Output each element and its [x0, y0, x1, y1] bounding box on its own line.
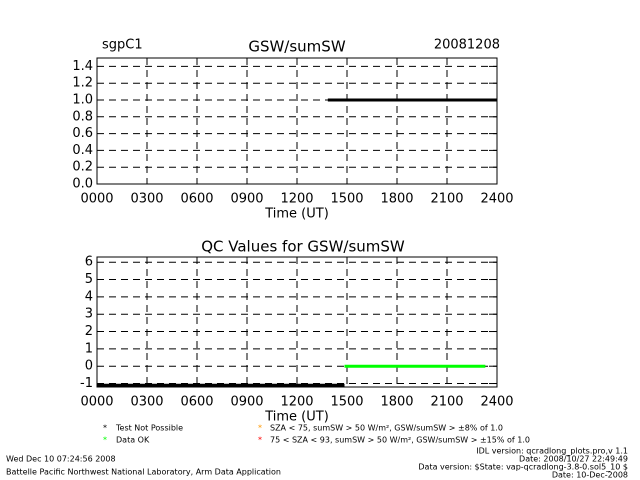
y-tick-label: 1.2	[72, 76, 93, 91]
legend-entry: 75 < SZA < 93, sumSW > 50 W/m², GSW/sumS…	[270, 436, 530, 445]
x-tick-label: 0900	[230, 192, 263, 207]
data-date: Date: 10-Dec-2008	[552, 471, 628, 480]
legend-entry: Data OK	[116, 436, 150, 445]
y-tick-label: 0	[85, 359, 93, 374]
legend-marker: *	[258, 424, 262, 433]
station-label: sgpC1	[102, 38, 143, 53]
y-tick-label: 0.2	[72, 160, 93, 175]
x-tick-label: 0000	[80, 395, 113, 410]
x-tick-label: 0600	[180, 192, 213, 207]
x-tick-label: 0300	[130, 395, 163, 410]
date-label: 20081208	[434, 38, 500, 53]
x-tick-label: 0600	[180, 395, 213, 410]
x-axis-title: Time (UT)	[264, 410, 329, 425]
x-tick-label: 0300	[130, 192, 163, 207]
y-tick-label: 0.6	[72, 126, 93, 141]
x-axis-title: Time (UT)	[264, 207, 329, 222]
y-tick-label: 1.4	[72, 59, 93, 74]
y-tick-label: 1	[85, 341, 93, 356]
y-tick-label: 0.8	[72, 109, 93, 124]
legend-marker: *	[103, 424, 107, 433]
legend-marker: *	[258, 436, 262, 445]
idl-date: Date: 2008/10/27 22:49:49	[519, 455, 628, 464]
x-tick-label: 2100	[430, 395, 463, 410]
x-tick-label: 2400	[480, 395, 513, 410]
chart-title: GSW/sumSW	[248, 38, 345, 56]
data-version: Data version: $State: vap-qcradlong-3.8-…	[418, 463, 628, 472]
timestamp: Wed Dec 10 07:24:56 2008	[6, 455, 116, 464]
x-tick-label: 0900	[230, 395, 263, 410]
y-tick-label: 3	[85, 307, 93, 322]
plot-frame	[96, 57, 498, 185]
y-tick-label: -1	[80, 376, 93, 391]
x-tick-label: 1800	[380, 192, 413, 207]
y-tick-label: 6	[85, 255, 93, 270]
y-tick-label: 5	[85, 272, 93, 287]
y-tick-label: 4	[85, 289, 93, 304]
x-tick-label: 1200	[280, 395, 313, 410]
chart-title: QC Values for GSW/sumSW	[201, 238, 405, 256]
x-tick-label: 1500	[330, 192, 363, 207]
x-tick-label: 1200	[280, 192, 313, 207]
y-tick-label: 1.0	[72, 93, 93, 108]
x-tick-label: 2400	[480, 192, 513, 207]
legend-marker: *	[103, 436, 107, 445]
x-tick-label: 2100	[430, 192, 463, 207]
plot-frame	[96, 256, 498, 388]
legend-entry: SZA < 75, sumSW > 50 W/m², GSW/sumSW > ±…	[270, 424, 503, 433]
x-tick-label: 1800	[380, 395, 413, 410]
y-tick-label: 2	[85, 324, 93, 339]
organization: Battelle Pacific Northwest National Labo…	[6, 468, 281, 477]
x-tick-label: 1500	[330, 395, 363, 410]
idl-version: IDL version: qcradlong_plots.pro,v 1.1	[476, 447, 628, 456]
legend-entry: Test Not Possible	[115, 424, 183, 433]
x-tick-label: 0000	[80, 192, 113, 207]
y-tick-label: 0.0	[72, 177, 93, 192]
y-tick-label: 0.4	[72, 143, 93, 158]
